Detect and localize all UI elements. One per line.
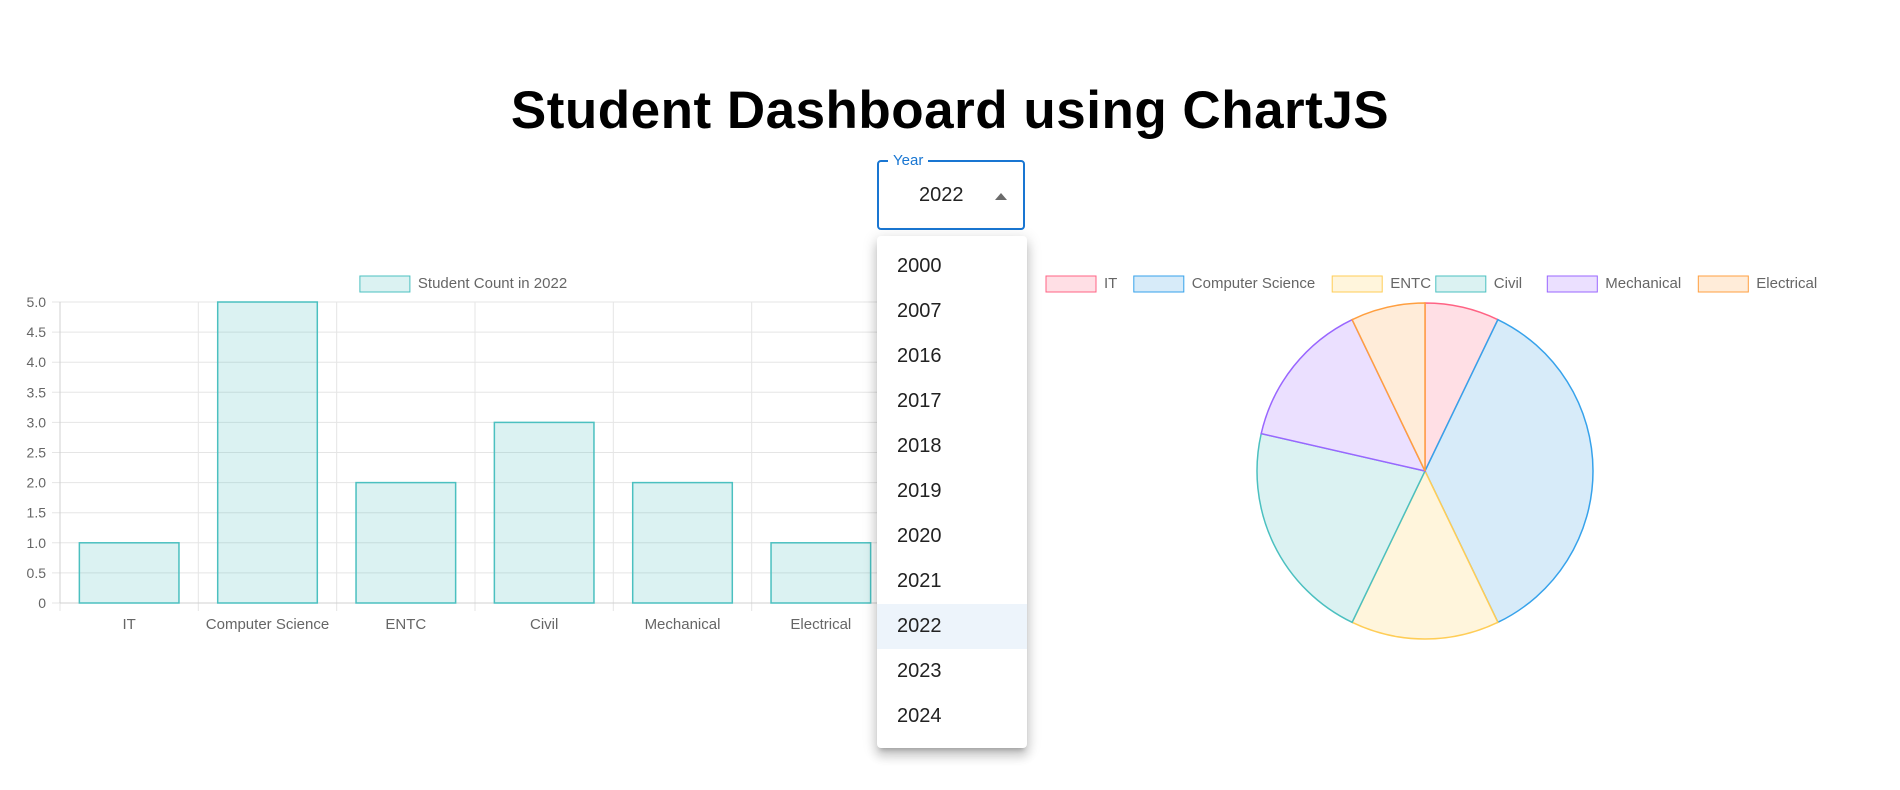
legend-label: IT xyxy=(1104,275,1117,292)
x-tick-label: ENTC xyxy=(385,616,426,633)
pie-slice xyxy=(1424,318,1594,624)
bar xyxy=(770,542,872,604)
x-tick-label: Mechanical xyxy=(645,616,721,633)
year-option[interactable]: 2007 xyxy=(897,300,942,322)
bar-chart: Student Count in 2022 0 0.5 1.0 1.5 2.0 2.5 3.0… xyxy=(27,275,891,633)
year-option[interactable]: 2022 xyxy=(877,604,1027,649)
legend-swatch xyxy=(1546,275,1598,293)
pie-slice xyxy=(1351,302,1426,472)
legend-label: ENTC xyxy=(1390,275,1431,292)
y-tick-label: 2.0 xyxy=(27,475,47,491)
y-tick-label: 5.0 xyxy=(27,294,47,310)
legend-label: Mechanical xyxy=(1605,275,1681,292)
year-select-value: 2022 xyxy=(919,184,964,206)
y-tick-label: 2.5 xyxy=(27,445,47,461)
bar xyxy=(78,542,180,604)
year-option[interactable]: 2018 xyxy=(897,435,942,457)
legend-label: Civil xyxy=(1494,275,1522,292)
y-tick-label: 0.5 xyxy=(27,565,47,581)
legend-label: Student Count in 2022 xyxy=(418,275,567,292)
year-select-label: Year xyxy=(888,152,929,170)
caret-up-icon xyxy=(995,193,1007,200)
bar xyxy=(493,421,595,604)
year-option[interactable]: 2016 xyxy=(897,345,942,367)
page-title: Student Dashboard using ChartJS xyxy=(510,81,1390,140)
x-tick-label: Electrical xyxy=(790,616,851,633)
pie-slice xyxy=(1256,432,1427,624)
legend-swatch xyxy=(359,275,411,293)
year-option[interactable]: 2021 xyxy=(897,570,942,592)
y-tick-label: 1.5 xyxy=(27,505,47,521)
pie-chart: IT Computer Science ENTC Civil Mechanical Ele… xyxy=(1045,275,1817,640)
year-option[interactable]: 2017 xyxy=(897,390,942,412)
legend-swatch xyxy=(1331,275,1383,293)
year-option[interactable]: 2024 xyxy=(897,705,942,727)
year-option[interactable]: 2020 xyxy=(897,525,942,547)
y-tick-label: 0 xyxy=(38,595,46,611)
y-tick-label: 4.0 xyxy=(27,354,47,370)
legend-swatch xyxy=(1045,275,1097,293)
x-tick-label: Civil xyxy=(530,616,558,633)
y-tick-label: 3.0 xyxy=(27,414,47,430)
legend-swatch xyxy=(1697,275,1749,293)
year-dropdown-menu: 2000 2007 2016 2017 2018 2019 2020 2021 2022 2023… xyxy=(877,236,1027,748)
legend-swatch xyxy=(1133,275,1185,293)
x-tick-label: Computer Science xyxy=(206,616,329,633)
y-tick-label: 4.5 xyxy=(27,324,47,340)
legend-swatch xyxy=(1435,275,1487,293)
bar xyxy=(216,301,319,604)
y-tick-label: 3.5 xyxy=(27,384,47,400)
year-select[interactable]: Year 2022 xyxy=(877,152,1025,230)
y-tick-label: 1.0 xyxy=(27,535,47,551)
bar xyxy=(631,481,734,604)
pie-slice xyxy=(1260,318,1427,473)
year-option[interactable]: 2000 xyxy=(897,255,942,277)
x-tick-label: IT xyxy=(122,616,135,633)
year-option[interactable]: 2019 xyxy=(897,480,942,502)
pie-slice xyxy=(1351,469,1499,640)
legend-label: Computer Science xyxy=(1192,275,1315,292)
year-option[interactable]: 2023 xyxy=(897,660,942,682)
bar xyxy=(355,481,457,604)
legend-label: Electrical xyxy=(1756,275,1817,292)
